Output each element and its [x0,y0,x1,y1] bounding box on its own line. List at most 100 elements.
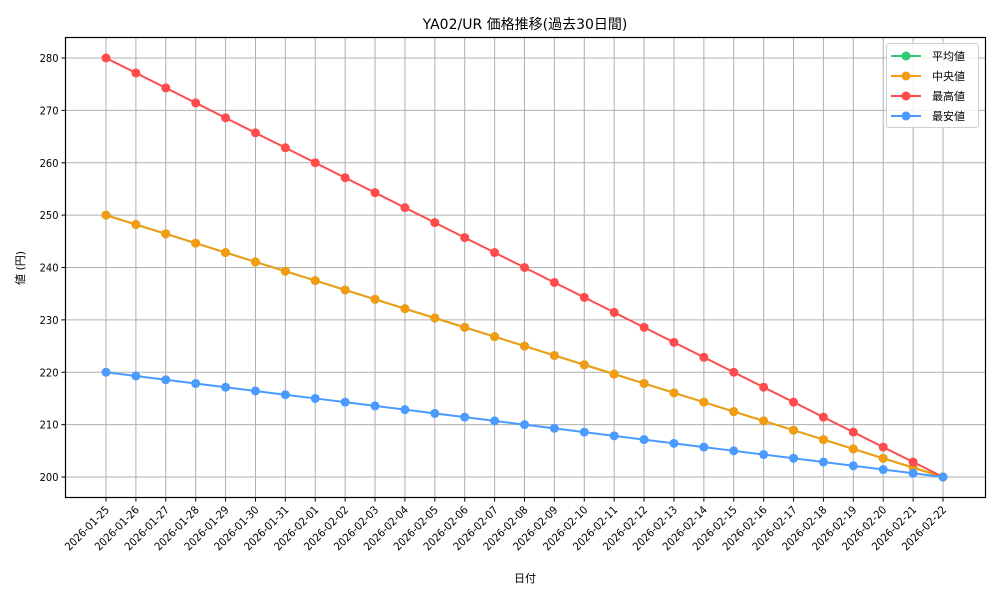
x-axis-ticks: 2026-01-252026-01-262026-01-272026-01-28… [62,497,949,553]
data-point [161,83,171,93]
data-point [460,233,470,243]
data-point [400,405,410,415]
data-point [759,382,769,392]
data-point [460,322,470,332]
data-point [430,313,440,323]
data-point [520,341,529,351]
data-point [161,229,171,239]
data-point [699,352,709,362]
data-point [878,442,888,452]
chart-title: YA02/UR 価格推移(過去30日間) [422,17,628,33]
data-point [280,266,290,276]
data-point [520,420,529,430]
data-point [370,401,380,411]
data-point [490,332,500,342]
data-point [250,386,260,396]
x-axis-label: 日付 [514,572,536,585]
data-point [370,294,380,304]
data-point [729,446,739,456]
data-point [789,453,799,463]
data-point [669,438,679,448]
legend-label: 中央値 [932,70,965,83]
data-point [101,367,111,377]
data-point [250,128,260,138]
y-tick-label: 230 [40,314,59,327]
y-tick-label: 250 [40,209,59,222]
data-point [191,378,201,388]
data-point [400,203,410,213]
data-point [221,382,231,392]
data-point [908,468,918,478]
data-point [818,435,828,445]
data-point [818,457,828,467]
data-point [520,263,529,272]
legend-label: 最安値 [932,109,965,123]
data-point [131,68,141,78]
data-point [729,367,739,377]
data-point [460,412,470,422]
legend-item: 平均値 [891,50,965,63]
data-point [549,423,559,433]
data-point [191,238,201,248]
series-line [101,367,948,482]
data-point [310,393,320,403]
series-line [101,210,948,482]
data-point [759,416,769,426]
data-point [908,457,918,467]
data-point [280,390,290,400]
data-point [759,450,769,460]
y-tick-label: 210 [40,419,59,432]
data-point [699,442,709,452]
data-point [131,220,141,230]
data-point [280,143,290,153]
data-point [370,188,380,198]
legend-label: 平均値 [932,50,965,63]
data-point [579,360,589,370]
legend-label: 最高値 [932,89,965,103]
data-point [848,444,858,454]
data-point [430,408,440,418]
data-point [789,425,799,435]
data-point [848,461,858,471]
data-point [221,248,231,258]
data-point [490,248,500,258]
legend-item: 中央値 [891,70,965,83]
y-tick-label: 220 [40,366,59,379]
data-point [250,257,260,267]
data-point [639,435,649,445]
data-point [101,210,111,220]
data-point [221,113,231,123]
data-point [699,397,709,407]
data-point [729,407,739,417]
data-point [789,397,799,407]
data-point [609,431,619,441]
data-point [191,98,201,108]
data-point [609,369,619,379]
data-point [310,158,320,168]
y-tick-label: 200 [40,471,59,484]
data-point [490,416,500,426]
y-tick-label: 280 [40,52,59,65]
y-axis-ticks: 200 210 220 230 240 250 260 270 280 [40,52,66,484]
data-point [878,453,888,463]
data-point [549,350,559,360]
data-point [579,427,589,437]
data-point [131,371,141,381]
legend-item: 最高値 [891,89,965,103]
data-point [579,292,589,302]
data-point [609,307,619,317]
data-point [549,277,559,287]
data-point [639,378,649,388]
data-point [400,304,410,314]
y-tick-label: 270 [40,104,59,117]
data-point [340,397,350,407]
y-axis-label: 値 (円) [14,251,27,285]
data-point [818,412,828,422]
data-point [430,218,440,228]
y-tick-label: 240 [40,262,59,275]
data-point [938,472,948,482]
data-point [669,388,679,398]
y-tick-label: 260 [40,157,59,170]
